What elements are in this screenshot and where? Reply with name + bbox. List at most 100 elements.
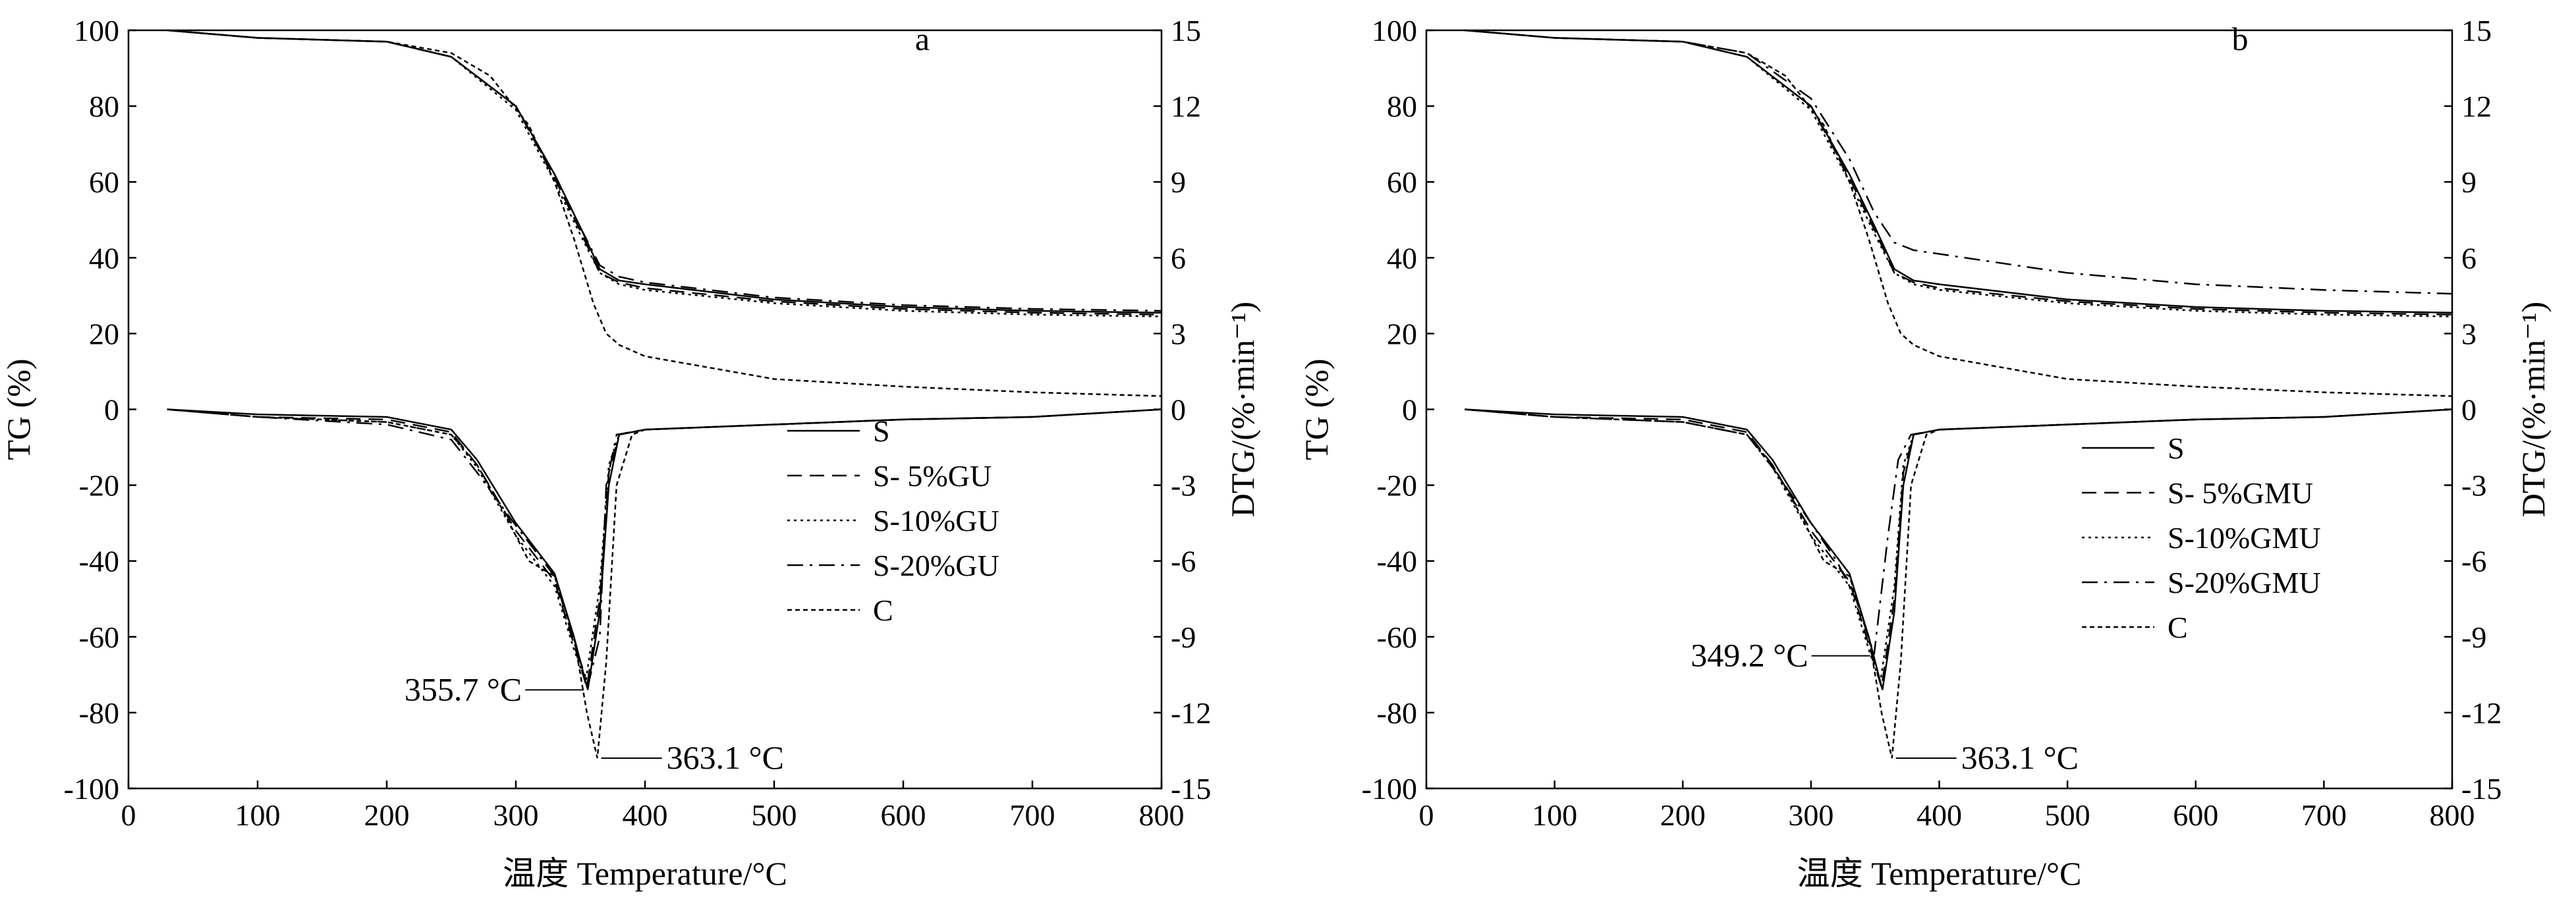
tg-curve-S-10%GMU <box>1465 29 2453 317</box>
plot-frame <box>1425 29 2453 790</box>
legend-label: S-10%GU <box>873 504 999 537</box>
tg-curve-S- 5%GU <box>167 29 1162 316</box>
x-tick-label: 400 <box>1917 798 1962 832</box>
y-tick-label: 40 <box>1387 241 1417 275</box>
y-tick-label: -40 <box>79 545 119 578</box>
legend-label: S <box>2168 431 2185 465</box>
x-tick-label: 200 <box>364 798 410 832</box>
y2-tick-label: 6 <box>2461 241 2477 275</box>
y2-tick-label: -9 <box>1171 620 1196 654</box>
dtg-curve-S- 5%GU <box>167 408 1162 688</box>
tg-curve-S- 5%GMU <box>1465 29 2453 316</box>
x-tick-label: 100 <box>235 798 281 832</box>
x-tick-label: 600 <box>881 798 926 832</box>
y-tick-label: -80 <box>1377 696 1417 730</box>
y2-tick-label: -15 <box>2461 772 2502 806</box>
y2-tick-label: 15 <box>2461 14 2492 47</box>
y-tick-label: 100 <box>74 14 119 47</box>
y-axis-title: TG (%) <box>0 358 37 460</box>
tg-curve-C <box>1465 29 2453 397</box>
dtg-curve-S-20%GU <box>167 408 1162 688</box>
y-tick-label: 20 <box>1387 317 1417 350</box>
y2-axis-title: DTG/(%·min⁻¹) <box>2515 302 2552 517</box>
dtg-curve-C <box>167 408 1162 759</box>
legend-label: S-20%GMU <box>2168 566 2321 599</box>
chart-panel-b: 0 100 200 300 400 500 600 700 800-100-80-60-40-2… <box>1298 14 2552 892</box>
x-tick-label: 600 <box>2173 798 2218 832</box>
y2-tick-label: 0 <box>1171 393 1186 427</box>
x-axis-title: 温度 Temperature/°C <box>1797 855 2082 892</box>
tg-curve-S-20%GU <box>167 29 1162 312</box>
y-tick-label: 0 <box>1402 393 1417 427</box>
x-tick-label: 100 <box>1532 798 1577 832</box>
y2-tick-label: 9 <box>2461 165 2477 199</box>
y-tick-label: -40 <box>1377 545 1417 578</box>
tg-curve-C <box>167 29 1162 397</box>
x-tick-label: 400 <box>623 798 668 832</box>
x-axis-title: 温度 Temperature/°C <box>503 855 787 892</box>
y-tick-label: -20 <box>79 469 119 503</box>
x-tick-label: 300 <box>493 798 539 832</box>
y-tick-label: 0 <box>104 393 119 427</box>
x-tick-label: 0 <box>1419 798 1434 832</box>
y-tick-label: -60 <box>1377 620 1417 654</box>
legend-label: S- 5%GMU <box>2168 476 2313 510</box>
legend-label: S <box>873 414 890 448</box>
dtg-curve-S-10%GU <box>167 408 1162 683</box>
plot-frame <box>127 29 1163 790</box>
y-axis-title: TG (%) <box>1298 358 1335 460</box>
y2-tick-label: 12 <box>2461 90 2492 123</box>
y2-tick-label: 3 <box>2461 317 2477 350</box>
legend-label: C <box>2168 611 2188 644</box>
y-tick-label: -80 <box>79 696 119 730</box>
y2-tick-label: -3 <box>2461 469 2486 503</box>
panel-letter: a <box>915 20 930 57</box>
x-tick-label: 800 <box>2430 798 2475 832</box>
y-tick-label: -60 <box>79 620 119 654</box>
y2-tick-label: -6 <box>1171 545 1196 578</box>
y2-tick-label: -6 <box>2461 545 2486 578</box>
y-tick-label: 20 <box>89 317 119 350</box>
x-tick-label: 800 <box>1139 798 1185 832</box>
legend-label: C <box>873 593 893 627</box>
y-tick-label: 100 <box>1372 14 1417 47</box>
peak-annotation: 363.1 °C <box>1961 739 2079 776</box>
y2-tick-label: -15 <box>1171 772 1211 806</box>
x-tick-label: 700 <box>2301 798 2347 832</box>
legend-label: S-10%GMU <box>2168 521 2321 555</box>
tg-curve-S-10%GU <box>167 29 1162 317</box>
x-tick-label: 500 <box>752 798 797 832</box>
y-tick-label: 40 <box>89 241 119 275</box>
peak-annotation: 349.2 °C <box>1691 637 1808 674</box>
y2-tick-label: 15 <box>1171 14 1201 47</box>
y2-tick-label: -3 <box>1171 469 1196 503</box>
y-tick-label: 60 <box>89 165 119 199</box>
x-tick-label: 200 <box>1660 798 1706 832</box>
peak-annotation: 363.1 °C <box>667 739 784 776</box>
dtg-curve-S <box>167 408 1162 690</box>
y2-axis-title: DTG/(%·min⁻¹) <box>1224 302 1261 517</box>
dtg-curve-C <box>1465 408 2453 759</box>
x-tick-label: 300 <box>1788 798 1834 832</box>
legend: S S- 5%GMU S-10%GMU S-20%GMU C <box>2082 431 2321 644</box>
x-tick-label: 500 <box>2045 798 2090 832</box>
y-tick-label: -20 <box>1377 469 1417 503</box>
y-tick-label: 80 <box>1387 90 1417 123</box>
legend-label: S- 5%GU <box>873 459 992 493</box>
legend-label: S-20%GU <box>873 549 999 582</box>
peak-annotation: 355.7 °C <box>405 671 522 707</box>
y2-tick-label: -12 <box>1171 696 1211 730</box>
tg-curve-S-20%GMU <box>1465 29 2453 295</box>
y2-tick-label: -9 <box>2461 620 2486 654</box>
x-tick-label: 0 <box>121 798 136 832</box>
y2-tick-label: 12 <box>1171 90 1201 123</box>
y-tick-label: 60 <box>1387 165 1417 199</box>
panel-letter: b <box>2232 20 2249 57</box>
y2-tick-label: -12 <box>2461 696 2502 730</box>
y-tick-label: 80 <box>89 90 119 123</box>
y2-tick-label: 6 <box>1171 241 1186 275</box>
y-tick-label: -100 <box>64 772 119 806</box>
y2-tick-label: 3 <box>1171 317 1186 350</box>
y-tick-label: -100 <box>1362 772 1417 806</box>
